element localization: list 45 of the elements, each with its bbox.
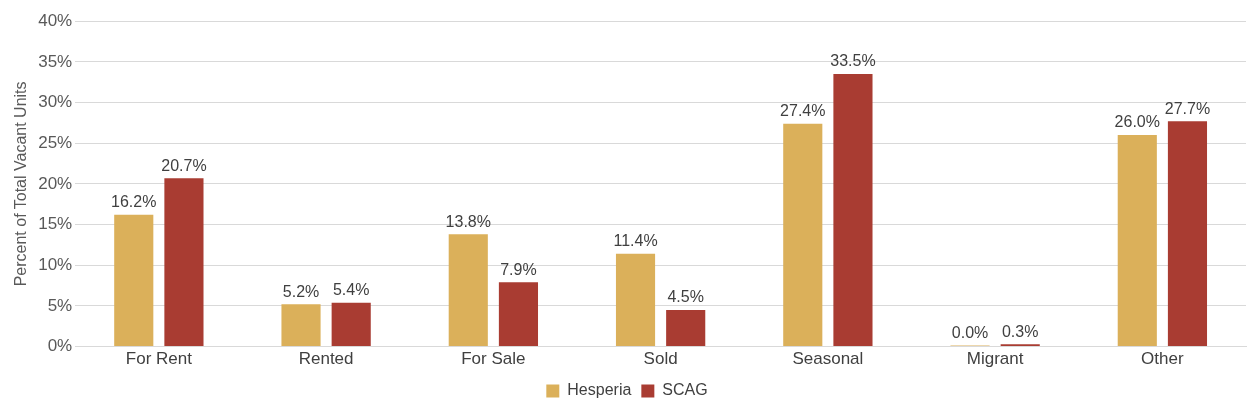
data-label: 7.9%: [500, 260, 537, 278]
bar: [1167, 121, 1208, 347]
x-tick-label: Seasonal: [792, 349, 864, 369]
x-tick-label: Other: [1141, 349, 1184, 369]
bar: [833, 74, 873, 347]
data-label: 20.7%: [161, 156, 207, 174]
x-tick-label: Sold: [643, 349, 678, 369]
x-tick-label: For Rent: [125, 349, 193, 369]
data-label: 16.2%: [111, 193, 157, 211]
data-label: 5.4%: [332, 281, 370, 299]
bar: [498, 282, 539, 347]
data-label: 0.0%: [951, 324, 989, 342]
y-tick-label: 15%: [38, 214, 73, 234]
legend-label: SCAG: [662, 381, 708, 399]
data-label: 13.8%: [445, 212, 491, 230]
y-tick-label: 30%: [38, 92, 73, 112]
bar: [666, 309, 706, 347]
data-label: 5.2%: [282, 282, 320, 300]
y-tick-label: 25%: [38, 132, 73, 152]
y-tick-label: 40%: [38, 10, 73, 30]
bar: [615, 253, 656, 347]
bar: [281, 304, 321, 347]
x-tick-label: For Sale: [461, 349, 526, 369]
bar: [1117, 135, 1157, 347]
data-label: 11.4%: [613, 232, 658, 250]
bar: [164, 178, 204, 347]
y-tick-label: 0%: [47, 336, 73, 356]
bar: [114, 214, 154, 347]
bar: [448, 234, 488, 347]
data-label: 0.3%: [1001, 322, 1039, 340]
bar: [331, 302, 371, 347]
data-label: 26.0%: [1114, 113, 1160, 131]
y-tick-label: 35%: [38, 51, 73, 71]
y-axis-title: Percent of Total Vacant Units: [12, 81, 30, 287]
data-label: 4.5%: [667, 288, 704, 306]
data-label: 27.7%: [1164, 99, 1211, 117]
bar: [783, 123, 823, 347]
y-tick-label: 20%: [38, 173, 73, 193]
y-tick-label: 5%: [47, 295, 73, 315]
data-label: 33.5%: [830, 52, 876, 70]
y-tick-label: 10%: [38, 254, 73, 274]
legend-label: Hesperia: [567, 381, 632, 399]
x-tick-label: Migrant: [966, 349, 1024, 369]
data-label: 27.4%: [780, 102, 826, 120]
x-tick-label: Rented: [298, 349, 354, 369]
